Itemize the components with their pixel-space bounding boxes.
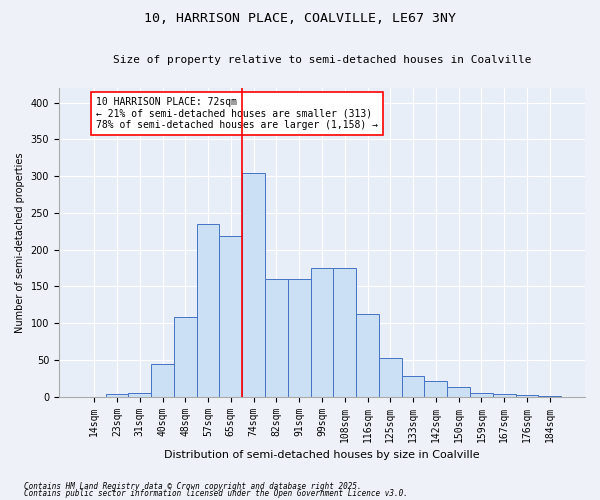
Bar bbox=[265, 279, 288, 396]
Text: 10 HARRISON PLACE: 72sqm
← 21% of semi-detached houses are smaller (313)
78% of : 10 HARRISON PLACE: 72sqm ← 21% of semi-d… bbox=[96, 98, 378, 130]
Text: Contains public sector information licensed under the Open Government Licence v3: Contains public sector information licen… bbox=[24, 489, 408, 498]
Bar bbox=[311, 268, 334, 396]
Bar bbox=[334, 268, 356, 396]
Bar bbox=[493, 394, 515, 396]
Bar bbox=[128, 393, 151, 396]
X-axis label: Distribution of semi-detached houses by size in Coalville: Distribution of semi-detached houses by … bbox=[164, 450, 480, 460]
Bar bbox=[106, 394, 128, 396]
Bar bbox=[197, 224, 220, 396]
Text: 10, HARRISON PLACE, COALVILLE, LE67 3NY: 10, HARRISON PLACE, COALVILLE, LE67 3NY bbox=[144, 12, 456, 26]
Bar bbox=[470, 393, 493, 396]
Bar bbox=[220, 236, 242, 396]
Bar bbox=[174, 318, 197, 396]
Bar bbox=[151, 364, 174, 396]
Bar bbox=[401, 376, 424, 396]
Bar bbox=[288, 279, 311, 396]
Y-axis label: Number of semi-detached properties: Number of semi-detached properties bbox=[15, 152, 25, 332]
Bar bbox=[356, 314, 379, 396]
Bar bbox=[242, 172, 265, 396]
Text: Contains HM Land Registry data © Crown copyright and database right 2025.: Contains HM Land Registry data © Crown c… bbox=[24, 482, 362, 491]
Bar bbox=[447, 387, 470, 396]
Bar bbox=[424, 380, 447, 396]
Title: Size of property relative to semi-detached houses in Coalville: Size of property relative to semi-detach… bbox=[113, 55, 531, 65]
Bar bbox=[515, 395, 538, 396]
Bar bbox=[379, 358, 401, 397]
